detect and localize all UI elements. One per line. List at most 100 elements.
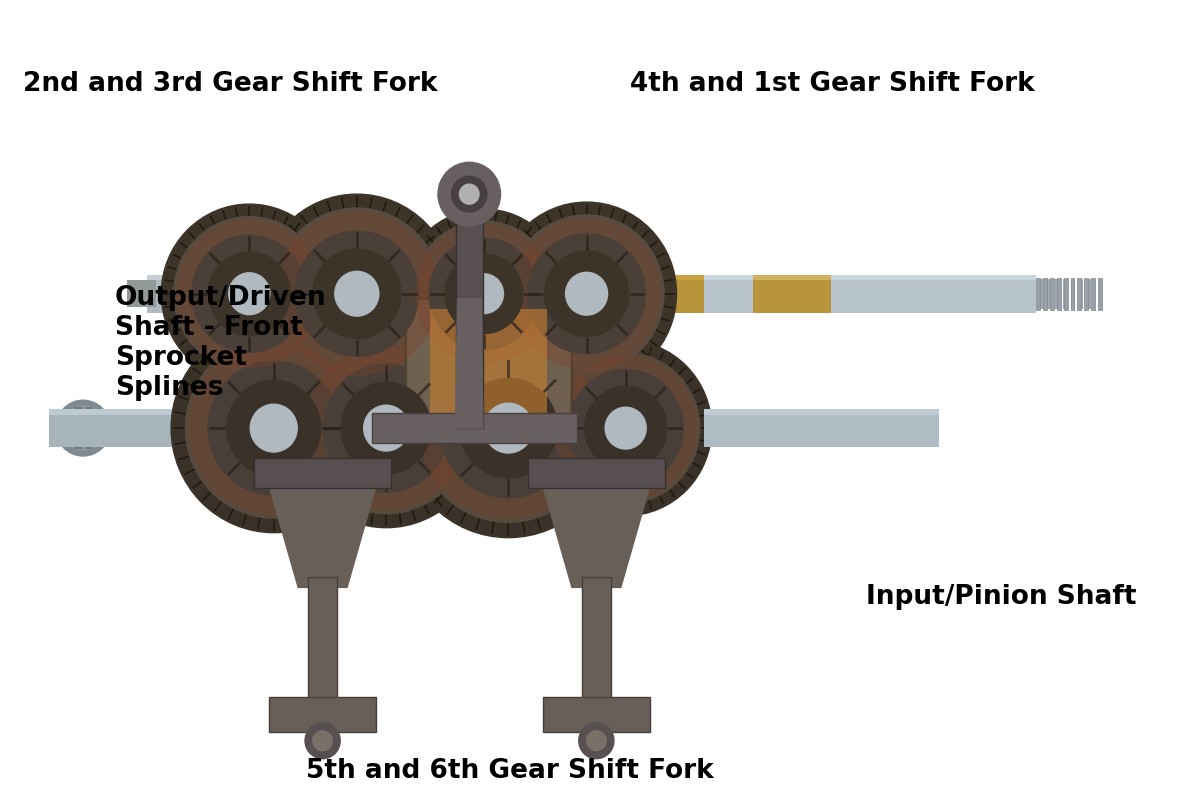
Bar [1084, 278, 1088, 309]
Bar [97, 424, 104, 432]
Circle shape [259, 194, 455, 393]
Bar [762, 274, 1026, 281]
Bar [94, 435, 101, 443]
Bar [606, 409, 900, 447]
Circle shape [277, 212, 437, 376]
Bar [900, 417, 938, 440]
Text: Output/Driven
Shaft - Front
Sprocket
Splines: Output/Driven Shaft - Front Sprocket Spl… [115, 285, 326, 400]
Bar [73, 441, 82, 449]
Bar [372, 409, 606, 447]
Bar [1039, 278, 1044, 308]
Bar [1063, 278, 1068, 309]
Circle shape [209, 252, 290, 335]
Bar [752, 274, 830, 281]
Circle shape [186, 339, 362, 518]
Circle shape [460, 378, 557, 478]
Circle shape [464, 274, 504, 313]
Bar [582, 577, 611, 717]
Bar [752, 274, 830, 312]
Bar [509, 274, 762, 312]
Bar [1078, 278, 1081, 309]
Bar [127, 281, 156, 307]
Bar [704, 409, 938, 414]
Circle shape [178, 220, 322, 367]
Bar [85, 407, 92, 415]
Bar [254, 458, 391, 488]
Polygon shape [538, 468, 655, 588]
Bar [49, 409, 372, 447]
Bar [1050, 278, 1054, 309]
Bar [1070, 278, 1075, 308]
Bar [49, 409, 156, 414]
Circle shape [416, 334, 601, 522]
FancyBboxPatch shape [406, 299, 572, 423]
Circle shape [605, 407, 647, 449]
Circle shape [512, 218, 660, 369]
Bar [269, 697, 377, 732]
Bar [65, 414, 73, 422]
Circle shape [61, 407, 104, 450]
Circle shape [192, 235, 307, 352]
Circle shape [335, 271, 379, 316]
Circle shape [415, 225, 552, 363]
Circle shape [227, 380, 320, 476]
Circle shape [161, 204, 337, 384]
Bar [456, 199, 482, 428]
Circle shape [341, 382, 431, 474]
Circle shape [323, 364, 449, 492]
Text: 5th and 6th Gear Shift Fork: 5th and 6th Gear Shift Fork [306, 759, 714, 785]
Circle shape [556, 356, 696, 500]
Circle shape [420, 339, 596, 518]
Circle shape [306, 346, 467, 509]
Circle shape [313, 731, 332, 751]
Circle shape [302, 343, 470, 513]
Circle shape [251, 404, 298, 452]
Bar [85, 441, 92, 449]
Circle shape [55, 400, 110, 456]
Bar [704, 409, 938, 447]
Circle shape [229, 273, 270, 315]
Circle shape [174, 217, 325, 371]
Polygon shape [456, 299, 482, 428]
Circle shape [313, 249, 401, 339]
Circle shape [565, 272, 607, 315]
Bar [49, 409, 156, 447]
Circle shape [305, 723, 341, 759]
Circle shape [172, 324, 377, 532]
Bar [704, 274, 1037, 281]
Circle shape [272, 208, 440, 380]
Bar [1057, 278, 1061, 309]
Bar [1048, 278, 1052, 308]
Bar [308, 577, 337, 717]
Bar [1032, 278, 1037, 308]
Bar [372, 409, 606, 414]
Circle shape [401, 319, 616, 538]
Circle shape [288, 328, 484, 528]
Text: 2nd and 3rd Gear Shift Fork: 2nd and 3rd Gear Shift Fork [24, 71, 438, 97]
Circle shape [401, 209, 568, 378]
Bar [49, 409, 372, 414]
Circle shape [569, 369, 683, 486]
Circle shape [460, 184, 479, 204]
Bar [1079, 278, 1084, 308]
Bar [1043, 278, 1048, 309]
Circle shape [540, 340, 712, 516]
Bar [606, 409, 900, 414]
Circle shape [545, 251, 629, 336]
Circle shape [295, 231, 419, 357]
Bar [430, 308, 547, 413]
Bar [1055, 278, 1060, 308]
Bar [542, 697, 650, 732]
Circle shape [451, 176, 487, 212]
Circle shape [430, 238, 539, 350]
Circle shape [509, 215, 664, 373]
Circle shape [208, 361, 340, 495]
Circle shape [445, 254, 523, 334]
Polygon shape [264, 468, 382, 588]
Circle shape [587, 731, 606, 751]
Bar [1070, 278, 1074, 309]
Bar [146, 274, 509, 312]
Circle shape [190, 343, 358, 514]
Bar [73, 407, 82, 415]
Circle shape [497, 202, 677, 385]
